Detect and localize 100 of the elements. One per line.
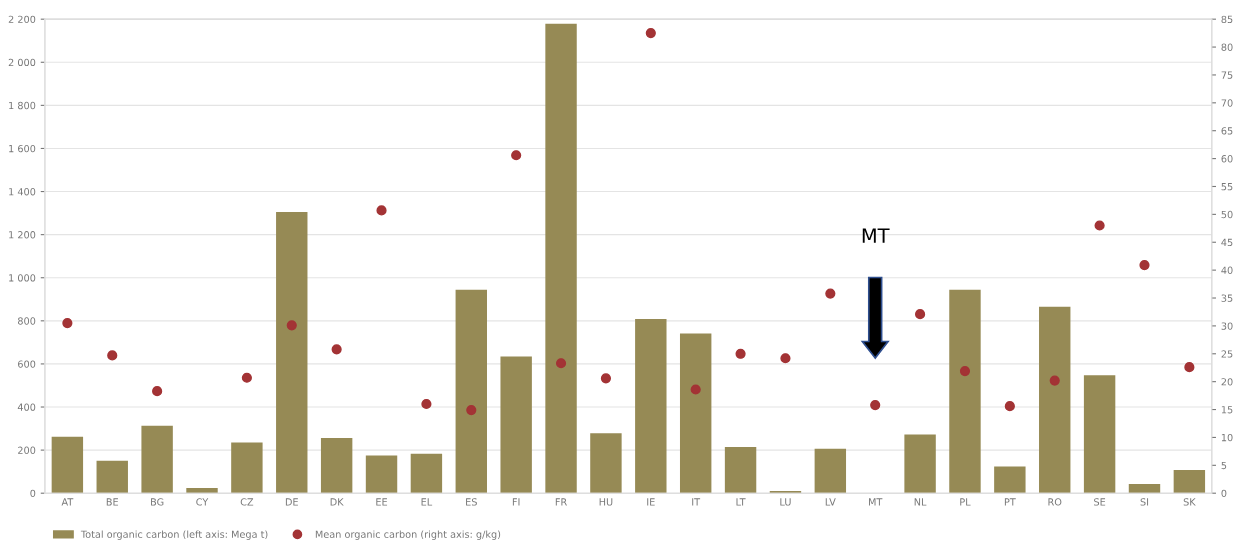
- point: [421, 398, 432, 410]
- bar: [141, 425, 173, 494]
- y-tick-label: 1 600: [9, 144, 36, 153]
- point: [555, 358, 567, 369]
- x-tick-label: CY: [196, 498, 209, 506]
- x-tick-label: SI: [1140, 498, 1149, 506]
- point: [286, 320, 297, 331]
- bar: [904, 434, 936, 494]
- x-tick-label: RO: [1048, 498, 1062, 506]
- point: [915, 309, 926, 320]
- y-tick-label: 0: [30, 489, 36, 498]
- y2-tick-label: 15: [1221, 406, 1233, 414]
- x-tick-label: FI: [512, 498, 520, 506]
- y2-tick-label: 70: [1221, 99, 1233, 107]
- x-tick-label: LU: [780, 498, 791, 506]
- x-tick-label: NL: [914, 498, 927, 506]
- bar: [635, 319, 667, 494]
- x-tick-label: BG: [151, 498, 164, 506]
- y2-tick-label: 65: [1221, 127, 1233, 135]
- bar: [365, 455, 398, 494]
- point: [1184, 362, 1195, 373]
- y-tick-label: 1 800: [9, 101, 36, 110]
- y-tick-label: 200: [18, 446, 36, 454]
- y-tick-label: 1 200: [9, 231, 36, 239]
- x-tick-label: CZ: [240, 498, 254, 506]
- y2-tick-label: 5: [1221, 461, 1227, 470]
- point: [1004, 401, 1015, 412]
- bar: [231, 442, 263, 494]
- bar: [724, 447, 757, 494]
- y2-tick-label: 25: [1221, 350, 1233, 358]
- x-tick-label: PL: [960, 498, 971, 506]
- annotation: MT: [862, 228, 890, 243]
- y2-tick-label: 45: [1221, 238, 1233, 247]
- point: [735, 348, 746, 359]
- bar: [96, 460, 128, 494]
- x-tick-label: LV: [825, 498, 836, 506]
- y2-tick-label: 85: [1221, 15, 1233, 24]
- x-tick-label: IT: [692, 498, 701, 506]
- point: [107, 350, 118, 361]
- bar: [814, 448, 847, 494]
- y-tick-label: 800: [18, 317, 36, 325]
- bar: [1128, 483, 1161, 494]
- x-tick-label: MT: [869, 498, 883, 506]
- bar: [186, 488, 218, 494]
- bar: [769, 491, 802, 494]
- point: [959, 365, 971, 377]
- y-tick-label: 2 000: [8, 58, 36, 67]
- y2-tick-label: 80: [1221, 43, 1233, 51]
- y-tick-label: 1 400: [9, 188, 36, 196]
- point: [511, 150, 522, 161]
- point: [645, 28, 656, 39]
- bar: [455, 289, 487, 494]
- x-tick-label: IE: [647, 498, 655, 506]
- bar: [545, 23, 577, 494]
- bar: [994, 466, 1026, 494]
- x-tick-label: EL: [421, 498, 433, 506]
- y2-tick-label: 35: [1221, 294, 1233, 302]
- x-tick-label: ES: [466, 498, 477, 506]
- y-tick-label: 600: [18, 360, 36, 368]
- x-tick-label: PT: [1004, 498, 1016, 506]
- legend-label: Mean organic carbon (right axis: g/kg): [315, 530, 501, 540]
- point: [62, 318, 73, 329]
- y-tick-label: 2 200: [8, 15, 36, 24]
- x-tick-label: EE: [376, 498, 388, 506]
- y-tick-label: 1 000: [9, 274, 36, 282]
- legend-label: Total organic carbon (left axis: Mega t): [80, 530, 268, 540]
- point: [690, 384, 701, 395]
- bar: [590, 433, 622, 494]
- bar: [1083, 375, 1116, 494]
- point: [331, 344, 342, 355]
- point: [870, 400, 881, 411]
- x-tick-label: LT: [736, 498, 746, 506]
- y2-tick-label: 55: [1221, 183, 1233, 191]
- x-tick-label: FR: [555, 498, 567, 506]
- x-tick-label: BE: [106, 498, 119, 506]
- point: [780, 353, 791, 364]
- point: [152, 386, 163, 397]
- y2-tick-label: 20: [1221, 378, 1233, 386]
- y2-tick-label: 30: [1221, 322, 1233, 330]
- bar: [1173, 469, 1206, 494]
- x-tick-label: HU: [599, 498, 613, 506]
- bar: [679, 333, 712, 494]
- y2-tick-label: 75: [1221, 71, 1233, 79]
- y2-tick-label: 40: [1221, 266, 1233, 274]
- bar: [276, 212, 308, 494]
- point: [1049, 375, 1060, 386]
- x-tick-label: AT: [61, 498, 74, 506]
- point: [600, 373, 612, 384]
- bar: [500, 356, 532, 494]
- y2-tick-label: 10: [1221, 433, 1233, 442]
- point: [241, 372, 252, 383]
- x-tick-label: SE: [1094, 498, 1106, 506]
- x-tick-label: DK: [330, 498, 344, 506]
- bar: [410, 453, 443, 494]
- x-tick-label: DE: [285, 498, 298, 506]
- x-tick-label: SK: [1183, 498, 1196, 506]
- bar: [949, 289, 981, 494]
- point: [1139, 260, 1150, 271]
- y-tick-label: 400: [17, 403, 36, 411]
- bar: [51, 436, 84, 494]
